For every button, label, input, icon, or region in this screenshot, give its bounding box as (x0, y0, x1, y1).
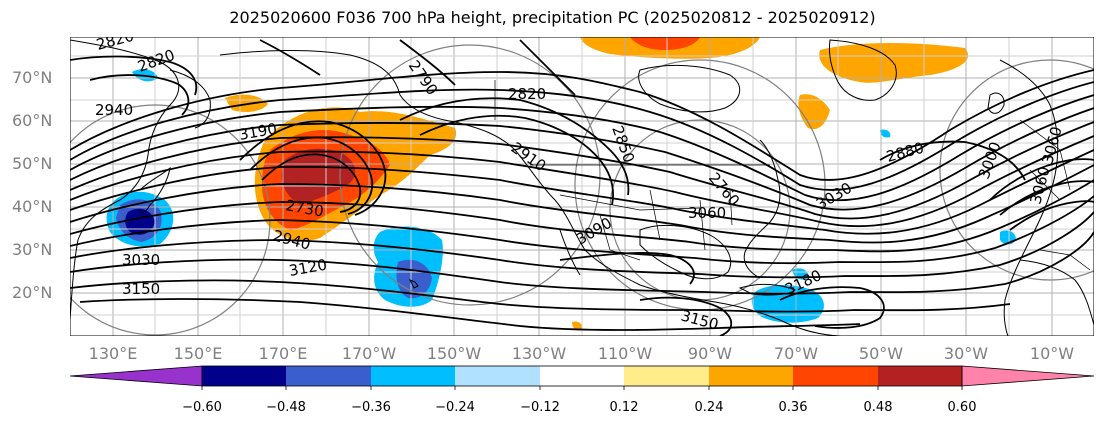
alaska-coast (219, 50, 841, 336)
colorbar-tick-label: 0.24 (694, 400, 724, 415)
africa-coast (1019, 259, 1094, 326)
colorbar-swatch (793, 366, 878, 386)
colorbar-swatch (371, 366, 455, 386)
hudson-bay (638, 64, 740, 113)
colorbar-extend-high (961, 365, 1095, 387)
lon-label: 170°E (258, 344, 308, 363)
lon-label: 150°E (173, 344, 223, 363)
gulf-mexico (639, 225, 732, 280)
colorbar (69, 365, 1095, 390)
lon-label: 170°W (341, 344, 397, 363)
map-panel: 2820 2820 2940 3190 2790 2820 2850 2910 … (70, 37, 1094, 336)
contour-label: 2820 (508, 85, 546, 103)
map-title: 2025020600 F036 700 hPa height, precipit… (229, 8, 876, 27)
lat-label: 20°N (12, 283, 53, 302)
colorbar-swatch (202, 366, 286, 386)
uk-coast (987, 92, 1005, 114)
lat-label: 30°N (12, 240, 53, 259)
contour-label: 3060 (688, 204, 726, 222)
colorbar-tick-label: −0.48 (266, 400, 306, 415)
coastlines (70, 39, 1094, 336)
lat-label: 50°N (12, 154, 53, 173)
positive-anomaly-arctic-red (630, 37, 700, 50)
colorbar-tick-label: −0.12 (520, 400, 560, 415)
lat-label: 70°N (12, 68, 53, 87)
contour-label: 3150 (122, 280, 160, 298)
colorbar-swatch (709, 366, 793, 386)
positive-anomaly-small2 (880, 129, 891, 138)
colorbar-tick-label: −0.36 (351, 400, 391, 415)
positive-anomaly-small (572, 321, 583, 331)
lon-label: 110°W (597, 344, 653, 363)
contour-label: 3030 (122, 251, 160, 269)
lon-label: 130°W (511, 344, 567, 363)
greenland-coast (829, 39, 897, 101)
colorbar-swatch (624, 366, 709, 386)
colorbar-tick-label: −0.60 (182, 400, 222, 415)
colorbar-swatch (540, 366, 624, 386)
colorbar-tick-label: 0.48 (863, 400, 893, 415)
europe-coast (999, 59, 1059, 336)
contour-label: 2940 (95, 101, 133, 119)
colorbar-tick-label: 0.36 (778, 400, 808, 415)
negative-anomaly-japan-dark (125, 208, 155, 235)
colorbar-extend-low (69, 365, 203, 387)
height-contours (70, 39, 1094, 336)
asia-coast (70, 39, 180, 321)
north-america-east (743, 139, 781, 279)
colorbar-tick-label: −0.24 (435, 400, 475, 415)
colorbar-swatch (455, 366, 540, 386)
baja (559, 229, 581, 276)
lon-label: 70°W (773, 344, 819, 363)
lon-label: 130°E (88, 344, 138, 363)
colorbar-swatch (286, 366, 371, 386)
lon-label: 50°W (858, 344, 904, 363)
positive-anomaly-labrador (798, 94, 830, 130)
hawaii (408, 279, 419, 289)
colorbar-tick-label: 0.60 (947, 400, 977, 415)
colorbar-swatch (878, 366, 962, 386)
lon-label: 150°W (426, 344, 482, 363)
lon-label: 90°W (687, 344, 733, 363)
lat-label: 40°N (12, 197, 53, 216)
lon-label: 10°W (1029, 344, 1075, 363)
colorbar-tick-label: 0.12 (609, 400, 639, 415)
lon-label: 30°W (943, 344, 989, 363)
japan-coast (137, 166, 171, 213)
lat-label: 60°N (12, 111, 53, 130)
positive-anomaly-darkred (281, 148, 356, 205)
cuba (738, 283, 796, 296)
